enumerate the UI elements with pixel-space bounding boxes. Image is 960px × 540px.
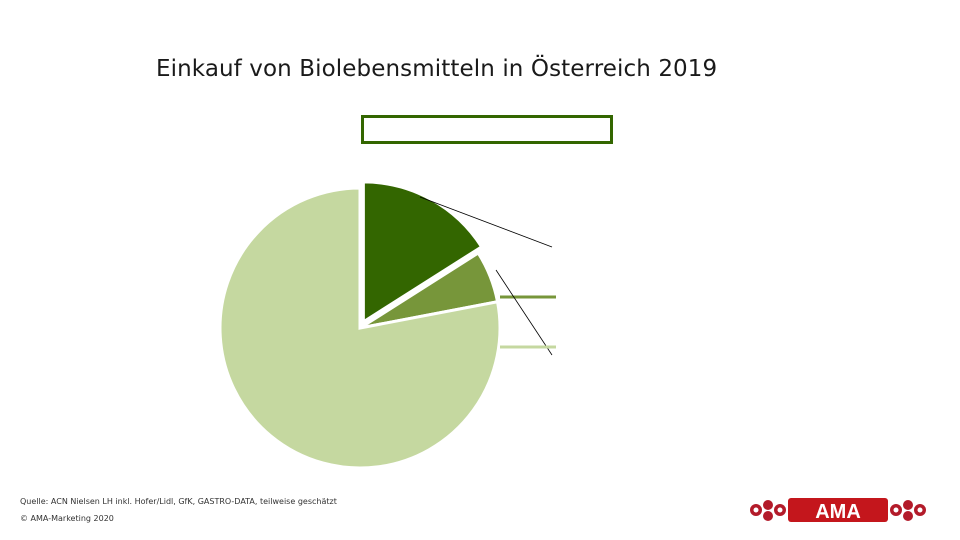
- ornament-right-icon: [890, 500, 926, 521]
- footer-source: Quelle: ACN Nielsen LH inkl. Hofer/Lidl,…: [20, 497, 337, 506]
- legend-box: [361, 115, 613, 144]
- leader-lines: [419, 196, 556, 356]
- ama-logo: AMA: [750, 498, 926, 523]
- pie-slice-1: [361, 180, 484, 325]
- ornament-left-icon: [750, 500, 786, 521]
- pie-slice-3: [218, 186, 502, 470]
- logo-text: AMA: [815, 501, 861, 523]
- pie-slices: [218, 180, 502, 470]
- chart-title: Einkauf von Biolebensmitteln in Österrei…: [156, 56, 718, 82]
- logo-badge: [788, 498, 888, 522]
- leader-line-3-diag: [495, 269, 553, 356]
- leader-line-1: [419, 196, 553, 248]
- footer-copyright: © AMA-Marketing 2020: [20, 514, 114, 523]
